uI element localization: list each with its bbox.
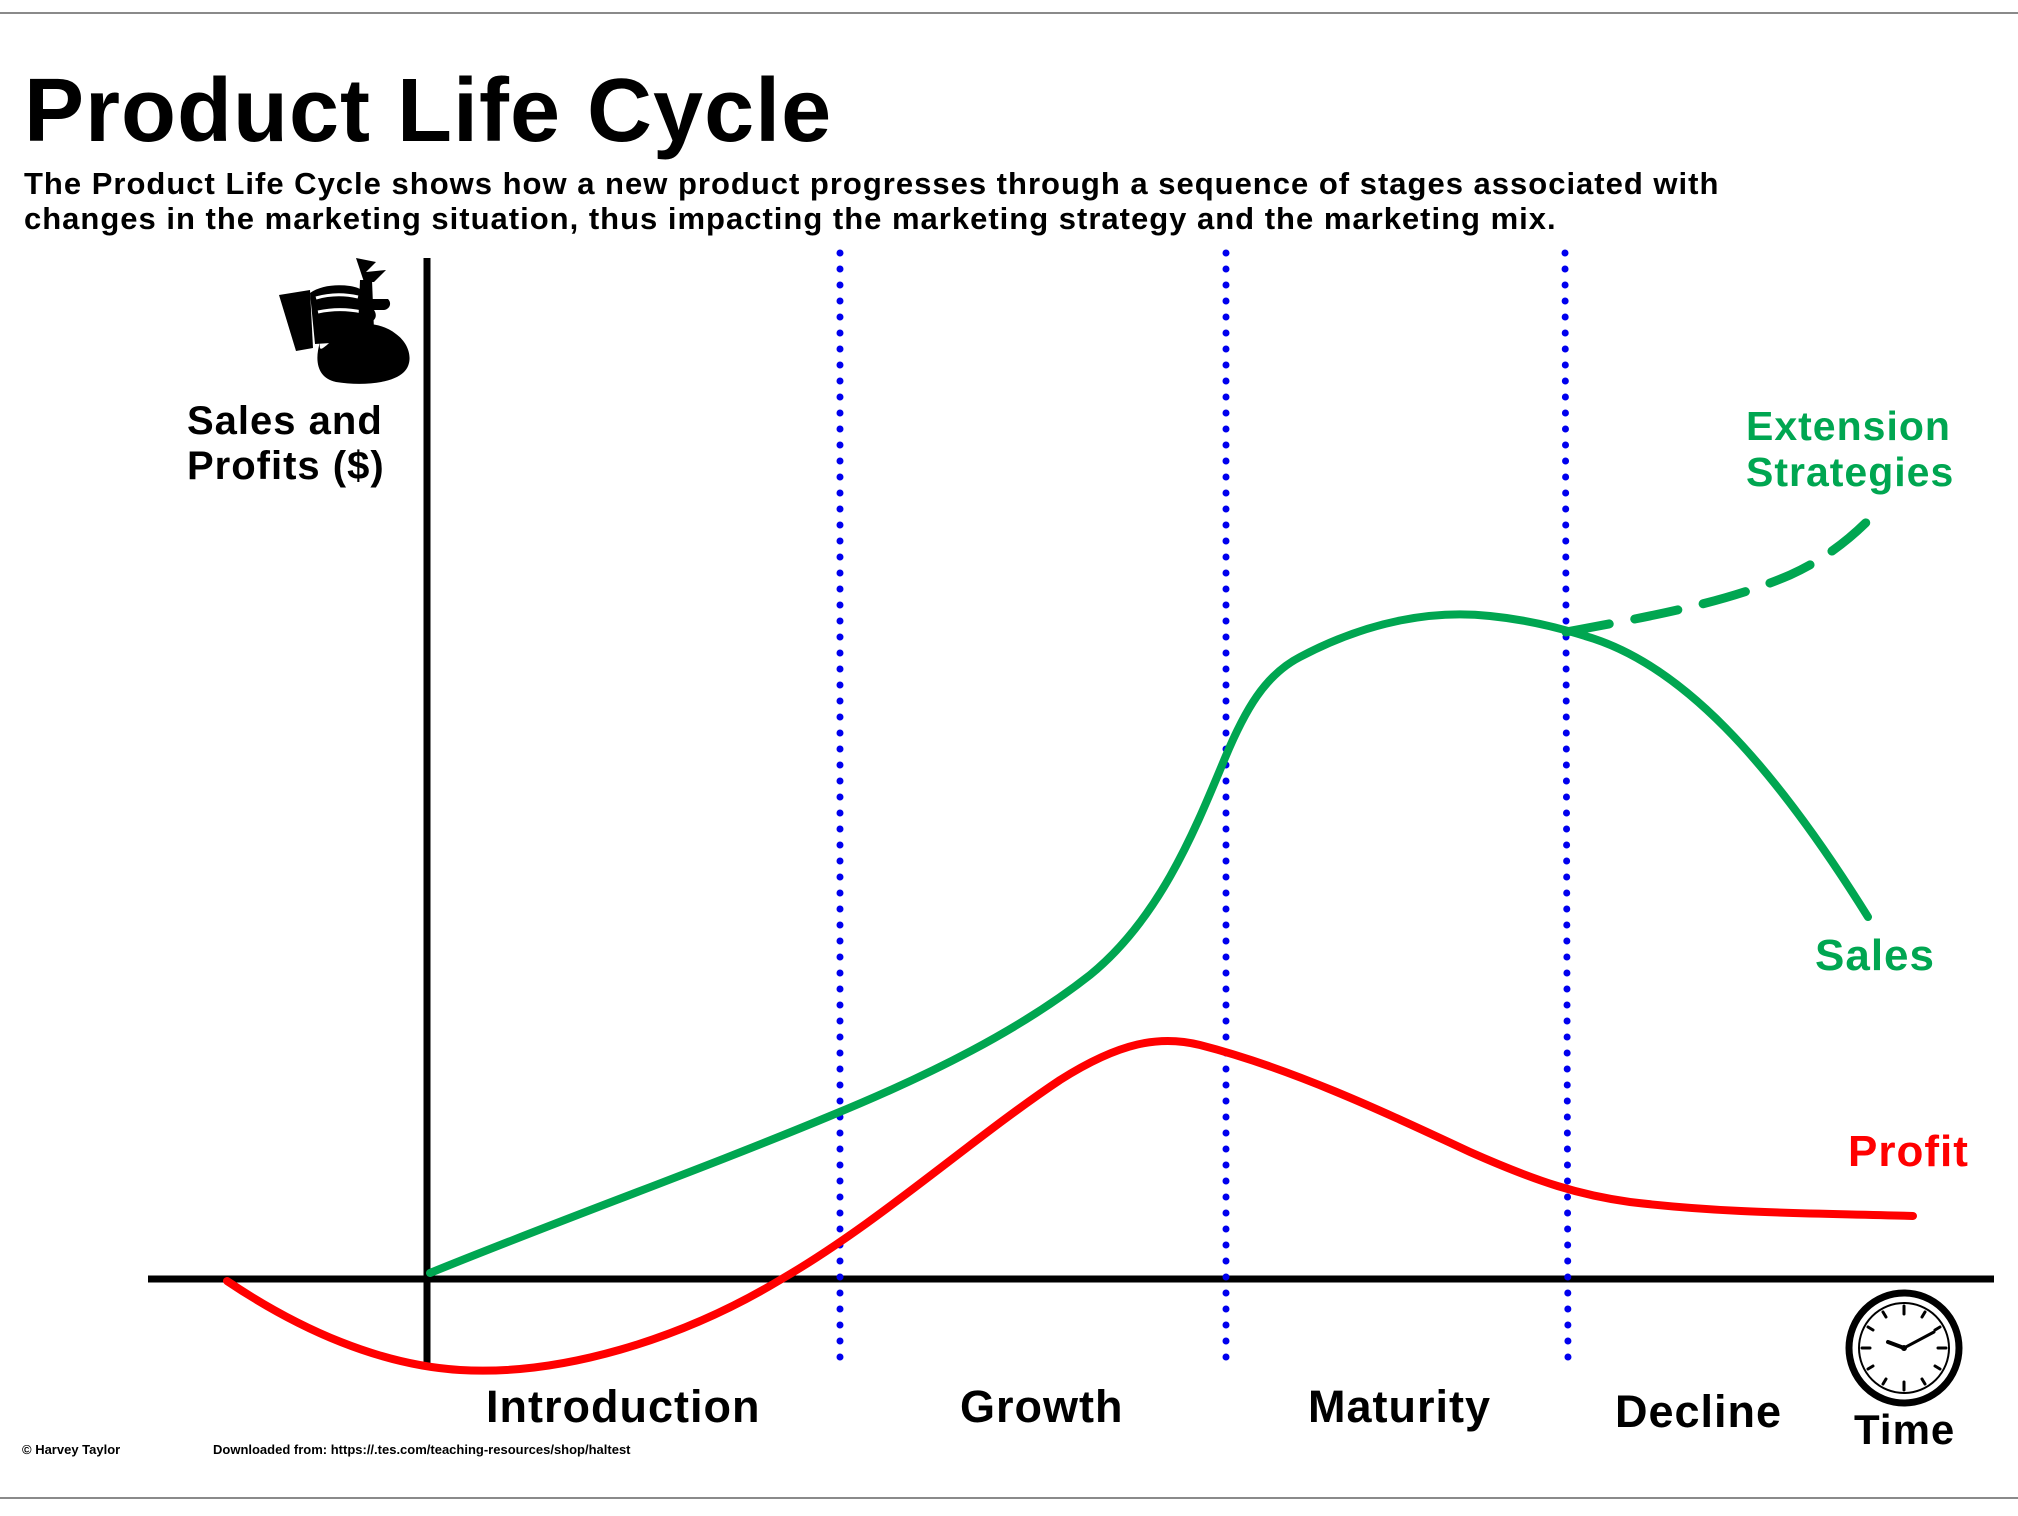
stage-label-maturity: Maturity bbox=[1308, 1381, 1491, 1432]
footer-credit: © Harvey Taylor bbox=[22, 1442, 121, 1457]
stage-dividers bbox=[836, 249, 1572, 1370]
extension-label-line-1: Extension bbox=[1746, 403, 1951, 449]
profit-label: Profit bbox=[1848, 1127, 1969, 1176]
extension-strategies-curve bbox=[1561, 503, 1885, 637]
page-title: Product Life Cycle bbox=[24, 61, 833, 161]
subtitle-line-2: changes in the marketing situation, thus… bbox=[24, 201, 1557, 236]
sales-curve bbox=[426, 610, 1872, 1277]
extension-label-line-2: Strategies bbox=[1746, 449, 1954, 495]
x-axis-label: Time bbox=[1854, 1406, 1955, 1453]
sales-label: Sales bbox=[1815, 931, 1935, 980]
page-subtitle: The Product Life Cycle shows how a new p… bbox=[24, 166, 1984, 236]
subtitle-line-1: The Product Life Cycle shows how a new p… bbox=[24, 166, 1720, 201]
stage-label-decline: Decline bbox=[1615, 1386, 1782, 1437]
footer-source-link[interactable]: Downloaded from: https://.tes.com/teachi… bbox=[213, 1442, 631, 1457]
stage-divider-maturity-decline bbox=[1561, 249, 1572, 1370]
bottom-border bbox=[0, 1497, 2018, 1499]
stage-label-introduction: Introduction bbox=[486, 1381, 760, 1432]
y-axis-label-line-2: Profits ($) bbox=[187, 444, 385, 488]
y-axis-label-line-1: Sales and bbox=[187, 399, 383, 443]
top-border bbox=[0, 12, 2018, 14]
money-bag-icon bbox=[279, 258, 410, 384]
clock-icon bbox=[1845, 1289, 1963, 1407]
stage-label-growth: Growth bbox=[960, 1381, 1123, 1432]
profit-curve bbox=[223, 1036, 1917, 1375]
